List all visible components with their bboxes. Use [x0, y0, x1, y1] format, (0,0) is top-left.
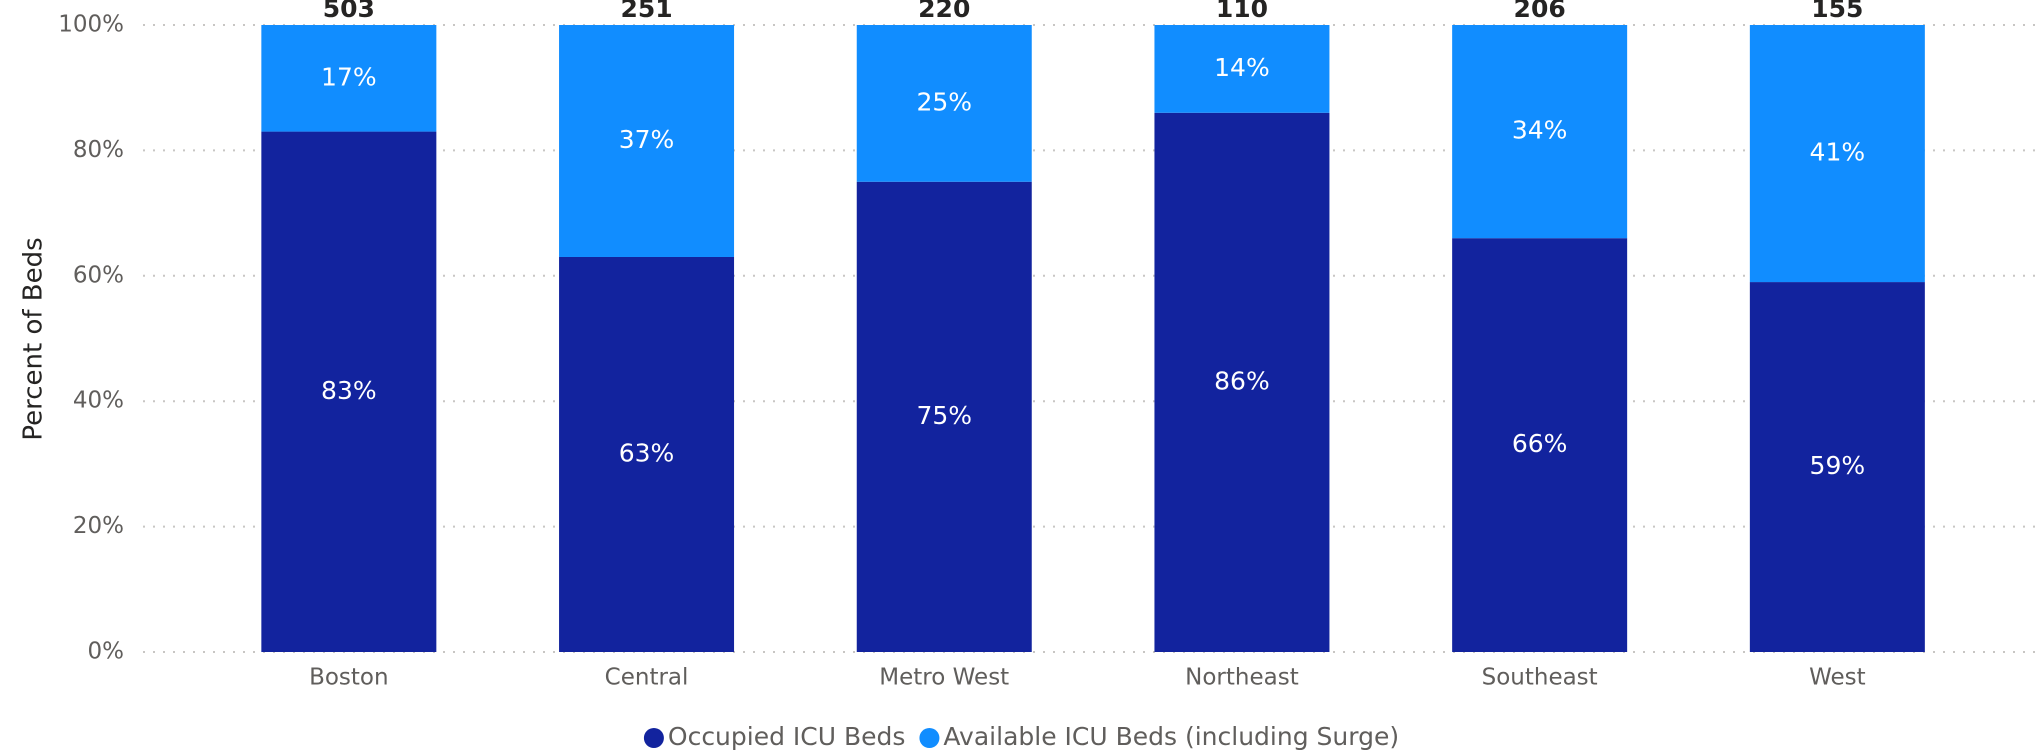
data-label: 75% — [916, 401, 972, 430]
x-tick-label: Southeast — [1482, 665, 1598, 691]
bar-segment — [1452, 25, 1628, 239]
bar-segment — [261, 25, 437, 132]
data-label: 25% — [916, 87, 972, 116]
data-label: 66% — [1512, 429, 1568, 458]
x-tick-label: Metro West — [879, 665, 1009, 691]
bar-segment — [1154, 112, 1330, 652]
legend-marker — [919, 728, 940, 748]
total-label: 220 — [918, 0, 970, 23]
data-label: 34% — [1512, 116, 1568, 145]
data-label: 17% — [321, 62, 377, 91]
total-label: 206 — [1514, 0, 1566, 23]
legend-label: Available ICU Beds (including Surge) — [943, 722, 1399, 751]
bar-segment — [1749, 282, 1925, 652]
legend-label: Occupied ICU Beds — [668, 722, 906, 751]
bar-segment — [1452, 238, 1628, 652]
data-label: 63% — [619, 438, 675, 467]
data-label: 41% — [1810, 138, 1866, 167]
x-tick-label: Central — [605, 665, 689, 691]
bar-segment — [559, 25, 735, 257]
total-label: 503 — [323, 0, 375, 23]
bar-segment — [559, 256, 735, 652]
bar-segment — [1154, 25, 1330, 113]
legend-marker — [643, 728, 664, 748]
total-label: 251 — [620, 0, 672, 23]
bar-segment — [856, 181, 1032, 652]
bar-segment — [261, 131, 437, 653]
x-tick-label: Northeast — [1185, 665, 1299, 691]
bar-segment — [856, 25, 1032, 182]
y-tick-label: 60% — [73, 262, 124, 288]
y-tick-label: 80% — [73, 137, 124, 163]
y-tick-label: 40% — [73, 388, 124, 414]
data-label: 14% — [1214, 53, 1270, 82]
data-label: 86% — [1214, 366, 1270, 395]
total-label: 110 — [1216, 0, 1268, 23]
x-tick-label: Boston — [309, 665, 389, 691]
bar-segment — [1749, 25, 1925, 283]
y-tick-label: 0% — [88, 639, 125, 665]
y-tick-label: 100% — [58, 12, 124, 38]
data-label: 37% — [619, 125, 675, 154]
total-label: 155 — [1811, 0, 1863, 23]
data-label: 59% — [1810, 451, 1866, 480]
x-tick-label: West — [1809, 665, 1866, 691]
y-tick-label: 20% — [73, 513, 124, 539]
data-label: 83% — [321, 376, 377, 405]
y-axis-title: Percent of Beds — [19, 237, 49, 440]
